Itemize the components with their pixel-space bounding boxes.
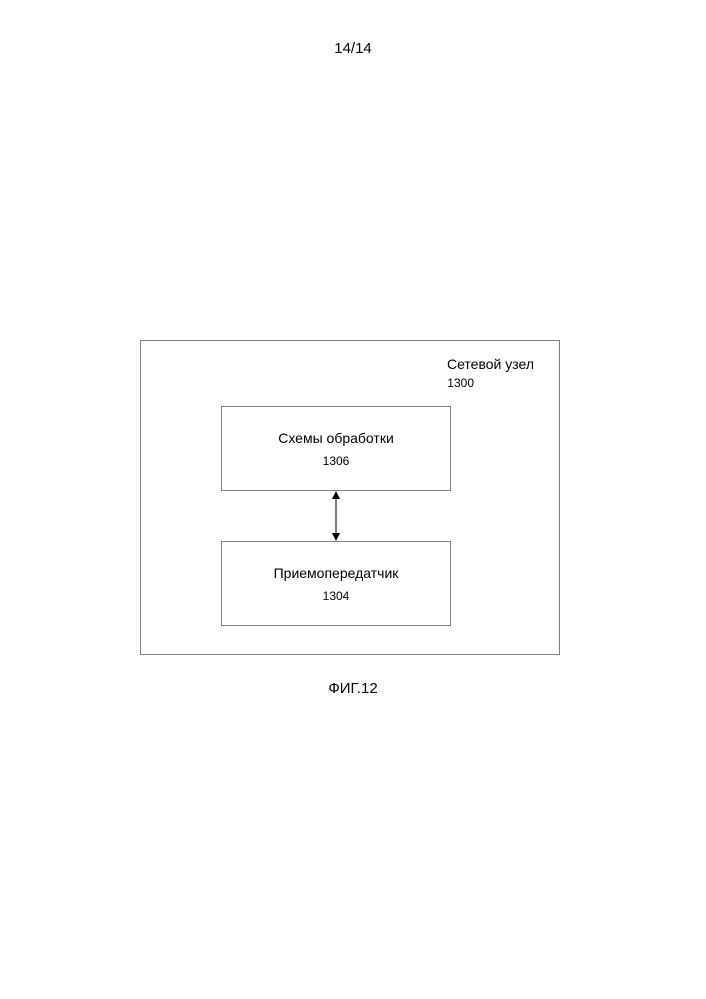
bidirectional-arrow bbox=[331, 491, 341, 541]
processing-circuits-title: Схемы обработки bbox=[278, 430, 394, 446]
arrow-icon bbox=[331, 491, 341, 541]
processing-circuits-id: 1306 bbox=[323, 454, 350, 468]
container-id: 1300 bbox=[447, 376, 474, 390]
page-number: 14/14 bbox=[334, 40, 372, 57]
transceiver-title: Приемопередатчик bbox=[274, 565, 399, 581]
container-title: Сетевой узел bbox=[447, 356, 534, 372]
transceiver-box: Приемопередатчик 1304 bbox=[221, 541, 451, 626]
network-node-container: Сетевой узел 1300 Схемы обработки 1306 П… bbox=[140, 340, 560, 655]
processing-circuits-box: Схемы обработки 1306 bbox=[221, 406, 451, 491]
figure-caption: ФИГ.12 bbox=[328, 680, 377, 697]
transceiver-id: 1304 bbox=[323, 589, 350, 603]
